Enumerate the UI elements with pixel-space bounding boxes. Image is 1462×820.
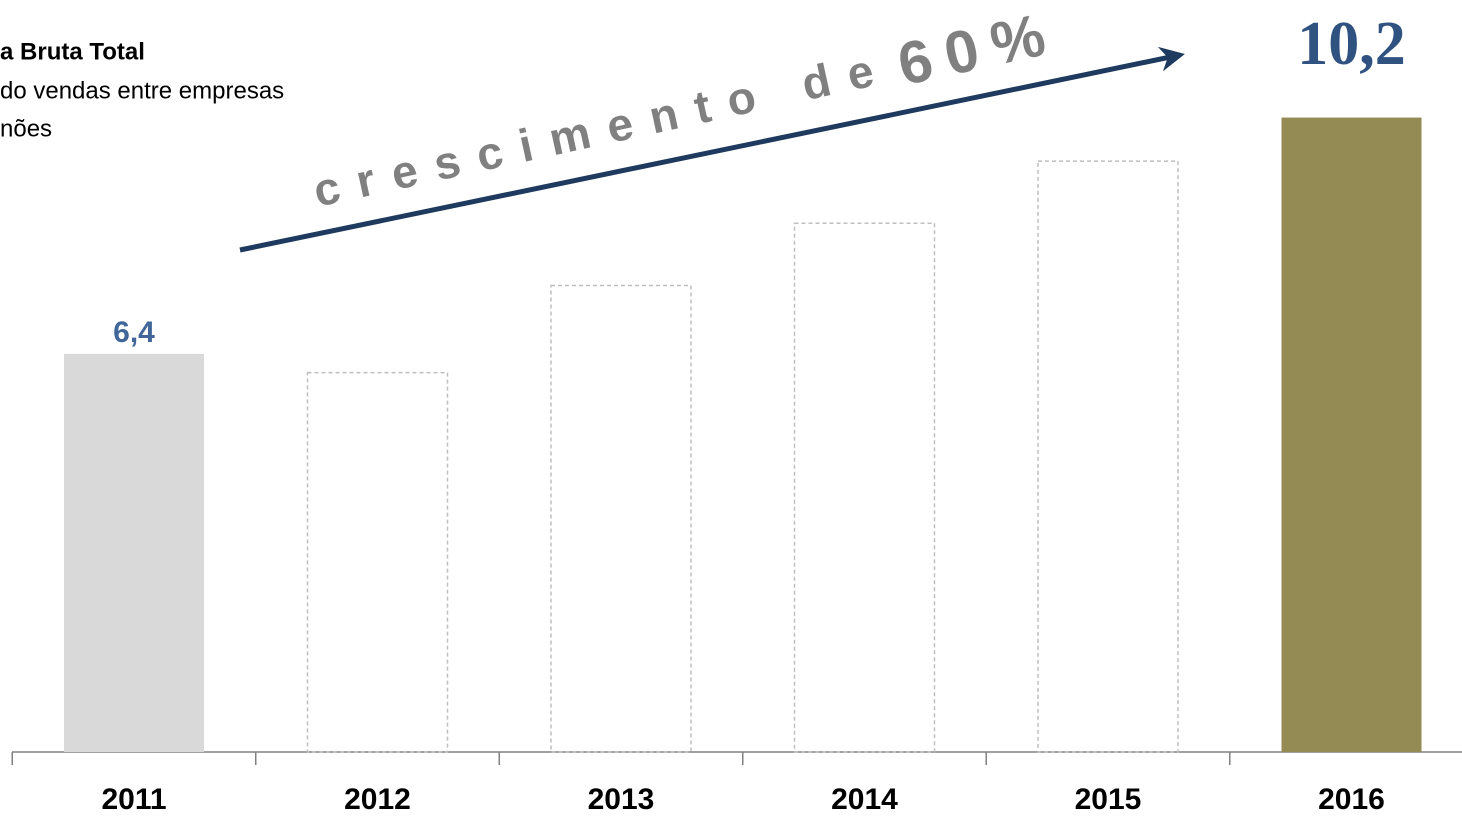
x-tick-label: 2011: [101, 783, 166, 815]
bar: [1037, 160, 1179, 753]
bar: [306, 371, 449, 753]
bar: [1281, 117, 1422, 752]
growth-arrow: [239, 46, 1185, 253]
bar: [793, 222, 936, 753]
bar: [64, 353, 204, 752]
x-tick-label: 2013: [588, 783, 655, 815]
x-tick-label: 2014: [831, 783, 898, 815]
subtitle: nões: [0, 115, 52, 142]
data-label: 6,4: [113, 316, 155, 349]
bar: [550, 284, 692, 753]
data-label: 10,2: [1297, 10, 1406, 78]
x-tick-label: 2015: [1075, 783, 1142, 815]
x-tick-label: 2012: [344, 783, 411, 815]
chart-title: a Bruta Total: [0, 38, 145, 65]
annotation: crescimento de: [309, 40, 896, 216]
subtitle: do vendas entre empresas: [0, 77, 284, 104]
x-tick-label: 2016: [1318, 783, 1385, 815]
